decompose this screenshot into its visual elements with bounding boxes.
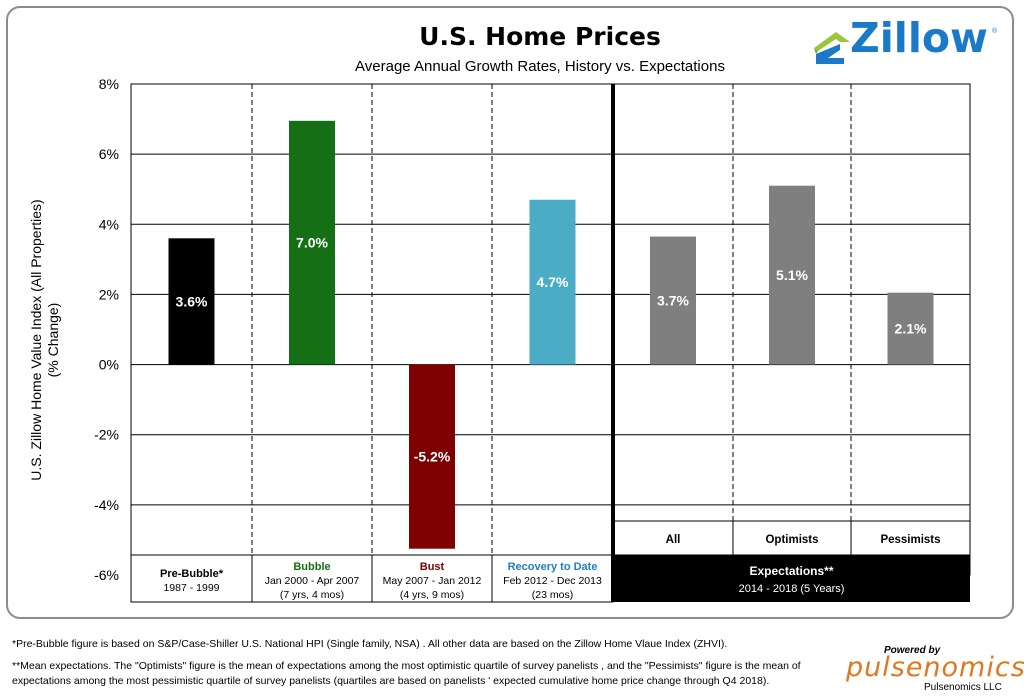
chart-subtitle: Average Annual Growth Rates, History vs.… [355, 58, 725, 75]
footnote-2: **Mean expectations. The "Optimists" fig… [12, 660, 801, 672]
expectation-box [850, 520, 971, 556]
footnote-1: *Pre-Bubble figure is based on S&P/Case-… [12, 638, 728, 650]
period-name: Recovery to Date [508, 561, 598, 573]
expectation-category: Optimists [765, 534, 818, 546]
footnote-3: expectations among the most pessimistic … [12, 675, 770, 687]
y-tick-label: 8% [99, 76, 119, 92]
period-duration: (7 yrs, 4 mos) [280, 589, 344, 601]
period-name: Bubble [293, 561, 330, 573]
bar [168, 238, 215, 365]
expectation-category: All [666, 534, 681, 546]
bar-chart: -6% -4% -2% 0% 2% 4% 6% 8% 3.6% 7.0% -5.2% 4.7% 3.7%… [94, 76, 971, 603]
period-dates: May 2007 - Jan 2012 [383, 575, 482, 587]
bar [769, 185, 815, 365]
bar [887, 292, 934, 365]
period-name: Pre-Bubble* [160, 568, 224, 580]
bar [529, 199, 576, 365]
expectation-box [732, 520, 852, 556]
powered-by-label: Powered by [884, 645, 941, 656]
expectation-box [612, 520, 734, 556]
bar [289, 120, 335, 365]
bar [409, 364, 455, 549]
zillow-logo-text: Zillow [850, 14, 988, 62]
data-label: -5.2% [414, 449, 451, 465]
bar [650, 236, 696, 365]
period-box [251, 554, 373, 603]
y-tick-label: 2% [99, 286, 119, 302]
expectations-box [613, 555, 970, 602]
data-label: 7.0% [296, 235, 328, 251]
pulsenomics-logo: pulsenomics [846, 652, 1024, 683]
y-tick-label: -2% [94, 427, 119, 443]
y-tick-label: 6% [99, 146, 119, 162]
period-name: Bust [420, 561, 445, 573]
period-dates: 1987 - 1999 [163, 582, 219, 594]
data-label: 2.1% [895, 321, 927, 337]
y-tick-label: -4% [94, 497, 119, 513]
period-duration: (23 mos) [532, 589, 573, 601]
chart-title: U.S. Home Prices [419, 22, 661, 51]
period-dates: Feb 2012 - Dec 2013 [503, 575, 602, 587]
y-tick-label: 0% [99, 357, 119, 373]
zillow-z-icon [814, 32, 850, 64]
data-label: 5.1% [776, 267, 808, 283]
period-duration: (4 yrs, 9 mos) [400, 589, 464, 601]
data-label: 3.7% [657, 293, 689, 309]
data-label: 3.6% [176, 293, 208, 309]
zillow-logo: Zillow ® [808, 14, 1013, 72]
period-box [491, 554, 614, 603]
data-label: 4.7% [537, 274, 569, 290]
expectation-category: Pessimists [880, 534, 940, 546]
period-box [130, 554, 253, 603]
expectations-title: Expectations** [749, 564, 833, 578]
zillow-registered-mark: ® [992, 28, 998, 35]
y-tick-label: 4% [99, 216, 119, 232]
pulsenomics-llc: Pulsenomics LLC [924, 682, 1002, 693]
period-box [371, 554, 493, 603]
period-dates: Jan 2000 - Apr 2007 [265, 575, 360, 587]
y-tick-label: -6% [94, 567, 119, 583]
expectations-period: 2014 - 2018 (5 Years) [739, 583, 845, 595]
